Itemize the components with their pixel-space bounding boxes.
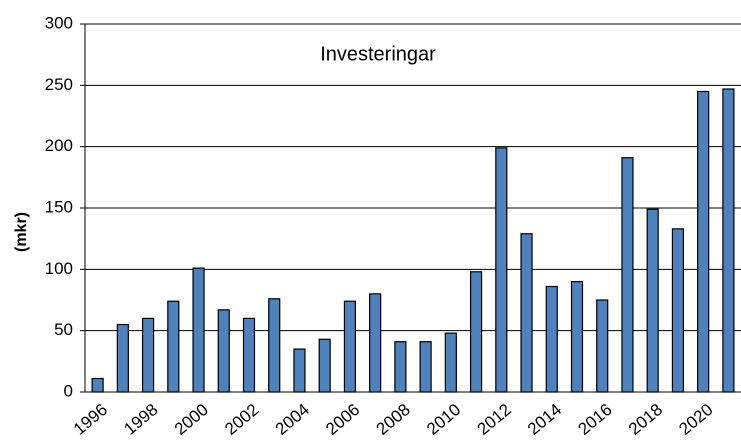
x-tick-label: 2016 (574, 400, 615, 439)
bar (369, 293, 382, 393)
bar (621, 157, 634, 393)
bar (242, 317, 256, 393)
x-tick-label: 2018 (625, 400, 666, 439)
bar (469, 271, 483, 393)
x-tick-label: 2014 (524, 400, 565, 439)
x-tick-label: 2002 (221, 400, 262, 439)
bar (116, 323, 129, 393)
y-tick-label: 250 (45, 75, 73, 94)
y-tick-label: 200 (45, 136, 73, 155)
x-tick-label: 2006 (322, 400, 363, 439)
bar (444, 332, 457, 393)
bar (217, 309, 230, 393)
bar (167, 300, 180, 393)
bar (141, 317, 155, 393)
x-tick-label: 1998 (120, 400, 161, 439)
x-tick-label: 2012 (474, 400, 515, 439)
bar (419, 341, 432, 393)
x-tick-label: 2010 (423, 400, 464, 439)
bar (697, 90, 710, 393)
y-tick-label: 50 (54, 320, 73, 339)
bar (91, 377, 104, 393)
bar (318, 338, 331, 393)
bar (394, 341, 407, 393)
bar (671, 228, 685, 393)
bar (495, 147, 508, 393)
y-tick-label: 300 (45, 13, 73, 32)
bar (596, 299, 609, 393)
x-tick-label: 2004 (272, 400, 313, 439)
bar (520, 233, 533, 393)
bar (268, 298, 281, 393)
y-tick-label: 100 (45, 259, 73, 278)
bar (570, 281, 584, 393)
chart-title: Investeringar (320, 43, 436, 65)
x-tick-label: 2008 (373, 400, 414, 439)
bar (343, 300, 357, 393)
bar (545, 285, 558, 393)
bar (192, 267, 205, 393)
bar (293, 348, 306, 393)
x-tick-label: 2020 (675, 400, 716, 439)
bar (722, 88, 735, 393)
bar (646, 208, 659, 393)
x-tick-label: 1996 (70, 400, 111, 439)
y-axis-label: (mkr) (13, 212, 30, 252)
y-tick-label: 150 (45, 197, 73, 216)
y-tick-label: 0 (64, 381, 73, 400)
x-tick-label: 2000 (171, 400, 212, 439)
